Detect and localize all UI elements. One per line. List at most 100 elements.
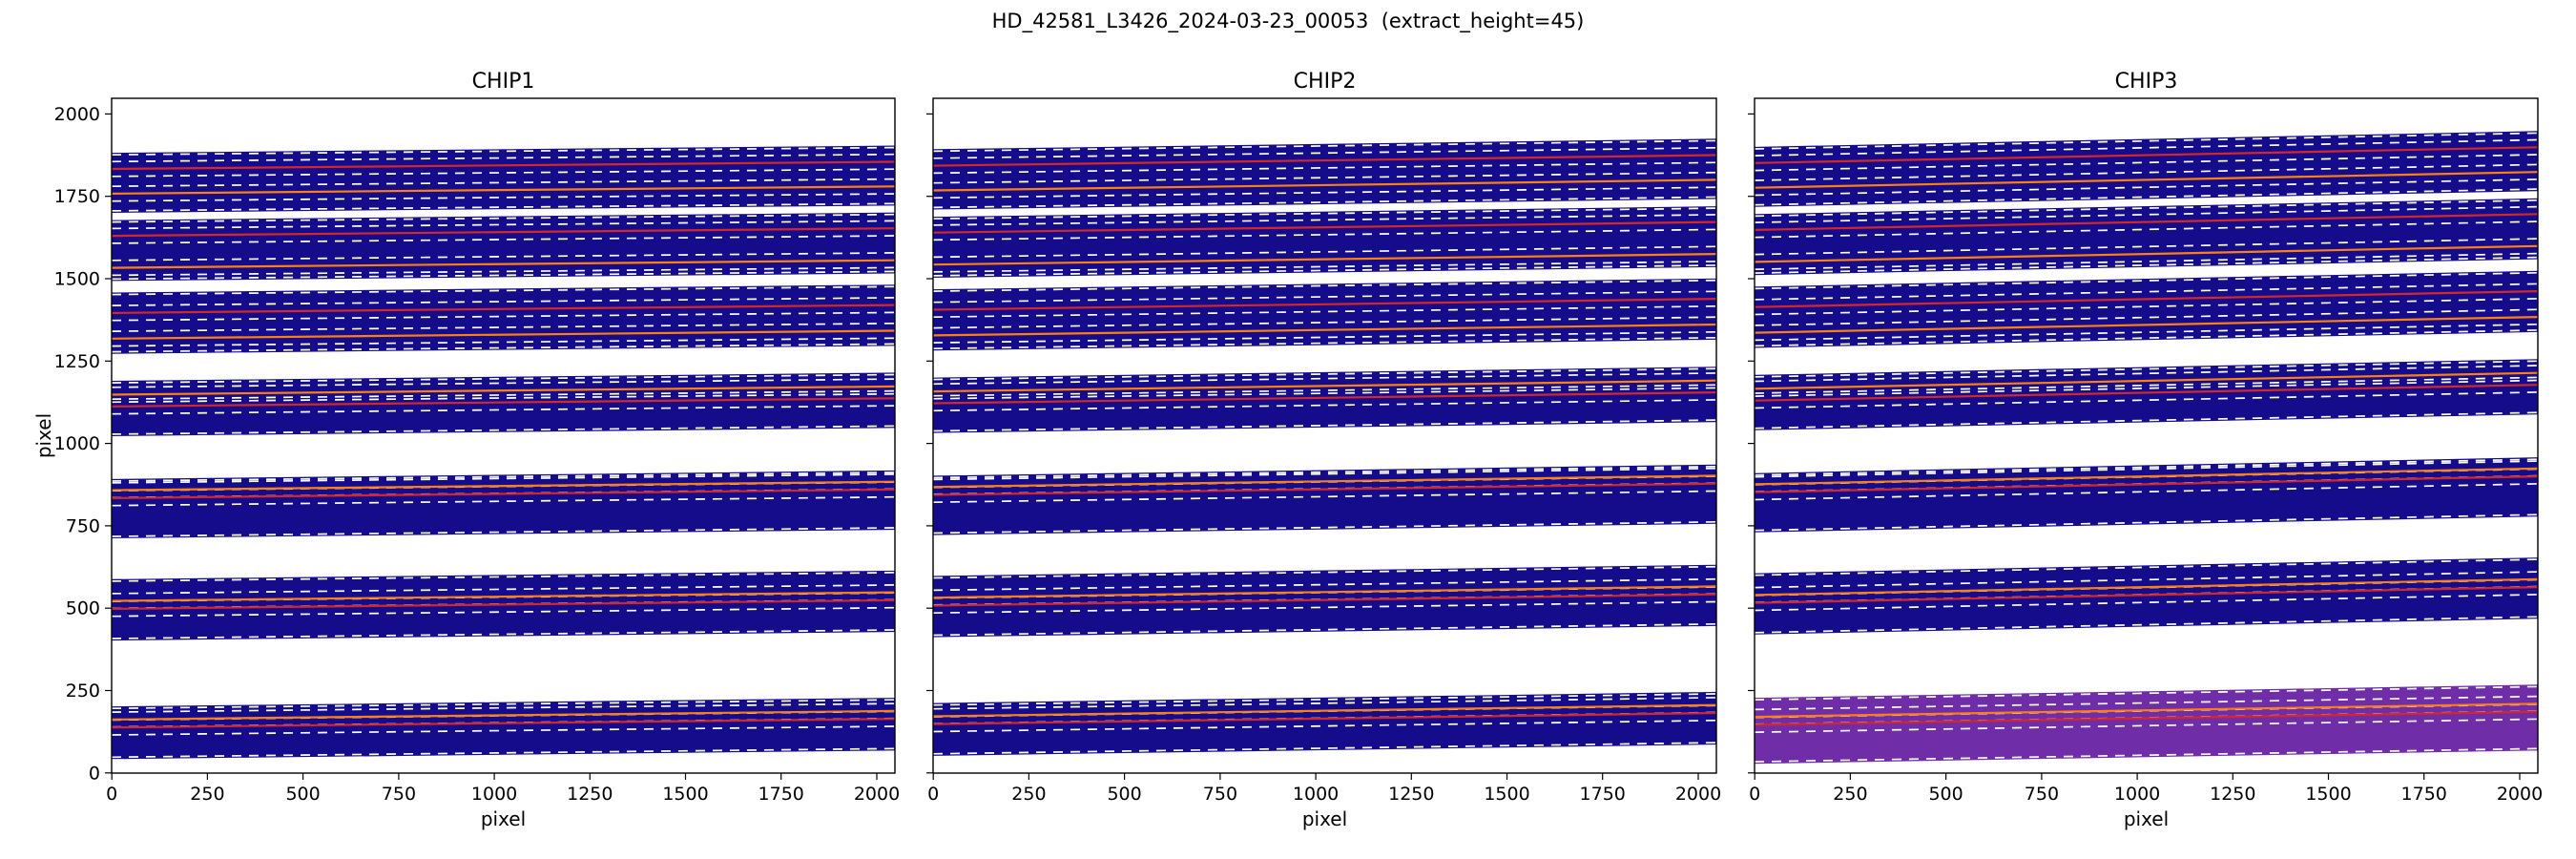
extraction-window-line bbox=[1754, 558, 2539, 576]
order-trace-line bbox=[1754, 171, 2539, 189]
extraction-window-line bbox=[1754, 132, 2539, 150]
extraction-window-line bbox=[932, 387, 1717, 400]
extraction-window-line bbox=[932, 171, 1717, 184]
order-trace-line bbox=[932, 474, 1717, 489]
order-trace-line bbox=[932, 703, 1717, 718]
x-tick-label: 1250 bbox=[2210, 784, 2255, 805]
extraction-window-line bbox=[111, 425, 896, 435]
extraction-window-line bbox=[111, 471, 896, 482]
order-trace-line bbox=[1754, 316, 2539, 334]
x-tick-label: 750 bbox=[1203, 784, 1237, 805]
order-trace-line bbox=[1754, 146, 2539, 164]
extraction-window-line bbox=[932, 399, 1717, 412]
extraction-window-line bbox=[932, 290, 1717, 304]
extraction-window-line bbox=[1754, 483, 2539, 501]
extraction-window-line bbox=[111, 495, 896, 507]
extraction-window-line bbox=[111, 202, 896, 212]
extraction-window-line bbox=[1754, 256, 2539, 274]
extraction-window-line bbox=[1754, 283, 2539, 301]
x-tick-label: 1500 bbox=[2305, 784, 2351, 805]
extraction-window-line bbox=[932, 367, 1717, 381]
extraction-window-line bbox=[111, 747, 896, 759]
extraction-window-line bbox=[932, 467, 1717, 481]
extraction-window-line bbox=[932, 304, 1717, 319]
extraction-window-line bbox=[932, 228, 1717, 241]
extraction-window-line bbox=[1754, 220, 2539, 239]
extraction-window-line bbox=[1754, 138, 2539, 157]
extraction-window-line bbox=[111, 572, 896, 582]
extraction-window-line bbox=[111, 702, 896, 713]
extraction-window-line bbox=[111, 266, 896, 277]
order-band bbox=[933, 206, 1716, 278]
extraction-window-line bbox=[111, 270, 896, 281]
order-band bbox=[112, 470, 895, 538]
order-trace-line bbox=[932, 220, 1717, 234]
extraction-window-line bbox=[111, 392, 896, 404]
extraction-window-line bbox=[932, 146, 1717, 159]
extraction-window-line bbox=[111, 178, 896, 188]
chip2-panel: CHIP2 pixel 0 250 500 750 1000 1250 1500 1750 20… bbox=[926, 70, 1721, 830]
order-band bbox=[1755, 457, 2538, 533]
extraction-window-line bbox=[932, 520, 1717, 534]
extraction-window-line bbox=[111, 168, 896, 178]
extraction-window-line bbox=[1754, 747, 2539, 763]
x-tick-label: 2000 bbox=[2497, 784, 2543, 805]
order-band bbox=[1755, 198, 2538, 276]
extraction-window-line bbox=[932, 600, 1717, 615]
order-trace-line bbox=[932, 585, 1717, 599]
extraction-window-line bbox=[932, 622, 1717, 637]
extraction-window-line bbox=[932, 742, 1717, 755]
order-trace-line bbox=[1754, 384, 2539, 402]
extraction-window-line bbox=[932, 697, 1717, 710]
extraction-window-line bbox=[932, 490, 1717, 504]
extraction-window-line bbox=[1754, 411, 2539, 430]
order-band bbox=[933, 691, 1716, 756]
extraction-window-line bbox=[1754, 178, 2539, 197]
extraction-window-line bbox=[1754, 695, 2539, 711]
x-tick-label: 500 bbox=[1107, 784, 1141, 805]
order-band bbox=[112, 284, 895, 354]
extraction-window-line bbox=[932, 565, 1717, 579]
extraction-window-line bbox=[111, 193, 896, 202]
extraction-window-line bbox=[932, 372, 1717, 386]
figure-title: HD_42581_L3426_2024-03-23_00053 (extract… bbox=[991, 10, 1585, 32]
extraction-window-line bbox=[1754, 329, 2539, 347]
x-tick-label: 2000 bbox=[854, 784, 900, 805]
chip3-panel: CHIP3 pixel 0 250 500 750 1000 1250 1500 1750 20… bbox=[1748, 70, 2543, 830]
extraction-window-line bbox=[1754, 379, 2539, 397]
order-trace-line bbox=[932, 323, 1717, 337]
x-tick-label: 250 bbox=[1011, 784, 1046, 805]
y-tick-label: 1250 bbox=[54, 351, 100, 372]
x-tick-label: 250 bbox=[190, 784, 224, 805]
x-tick-label: 750 bbox=[2025, 784, 2059, 805]
x-tick-label: 1000 bbox=[2114, 784, 2160, 805]
y-tick-label: 250 bbox=[66, 681, 100, 702]
extraction-window-line bbox=[1754, 513, 2539, 532]
y-tick-label: 1500 bbox=[54, 269, 100, 290]
extraction-window-line bbox=[1754, 188, 2539, 206]
extraction-window-line bbox=[932, 316, 1717, 329]
extraction-window-line bbox=[932, 577, 1717, 592]
order-trace-line bbox=[111, 185, 896, 195]
x-tick-label: 0 bbox=[106, 784, 117, 805]
y-axis-label: pixel bbox=[32, 413, 55, 458]
y-tick-label: 0 bbox=[89, 763, 100, 784]
order-trace-line bbox=[1754, 290, 2539, 308]
extraction-window-line bbox=[111, 220, 896, 230]
order-trace-line bbox=[1754, 586, 2539, 604]
extraction-window-line bbox=[111, 297, 896, 306]
order-trace-line bbox=[1754, 702, 2539, 719]
extraction-window-line bbox=[1754, 391, 2539, 409]
extraction-window-line bbox=[1754, 199, 2539, 218]
extraction-window-line bbox=[111, 285, 896, 296]
y-tick-label: 750 bbox=[66, 515, 100, 536]
x-tick-label: 500 bbox=[1928, 784, 1963, 805]
x-tick-label: 500 bbox=[285, 784, 320, 805]
y-tick-label: 2000 bbox=[54, 104, 100, 125]
extraction-window-line bbox=[932, 419, 1717, 432]
extraction-window-line bbox=[111, 389, 896, 401]
order-band bbox=[112, 212, 895, 282]
order-trace-line bbox=[932, 391, 1717, 405]
order-trace-line bbox=[111, 480, 896, 492]
